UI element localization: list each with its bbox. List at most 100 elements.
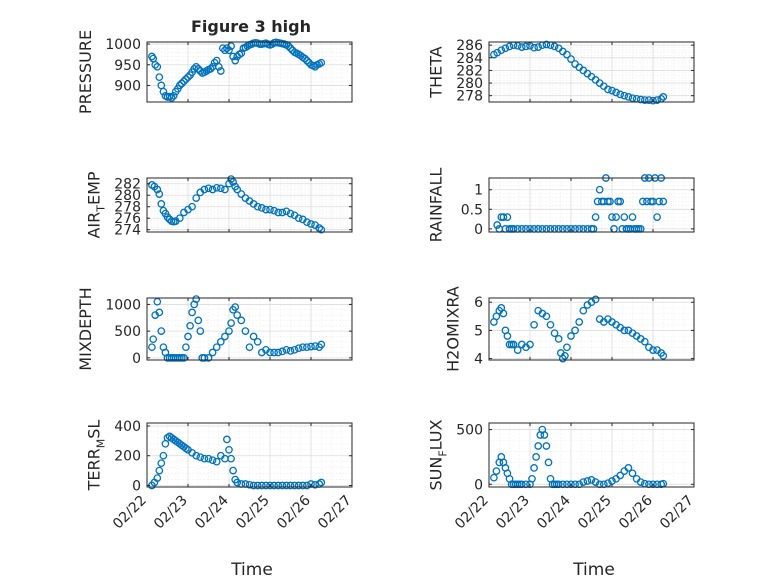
data-point [253, 481, 262, 490]
data-point [233, 185, 242, 194]
data-point [214, 62, 223, 71]
data-point [298, 481, 307, 490]
data-point [257, 481, 266, 490]
data-point [286, 209, 295, 218]
data-point [653, 96, 661, 104]
data-point [550, 42, 559, 51]
data-point [528, 474, 536, 483]
y-tick-label: 0.5 [461, 202, 483, 218]
data-point [530, 320, 538, 329]
data-point [636, 478, 645, 486]
data-point [550, 329, 559, 338]
y-tick-label: 400 [114, 419, 141, 435]
data-point [188, 308, 196, 317]
data-point [216, 184, 225, 193]
x-tick-label: 02/27 [315, 493, 355, 533]
data-point [188, 202, 196, 211]
data-point [544, 458, 553, 467]
data-point [225, 327, 233, 335]
y-axis-label: THETA [427, 46, 446, 98]
x-tick-label: 02/22 [452, 493, 492, 533]
data-point [221, 185, 229, 194]
x-tick-label: 02/23 [493, 493, 533, 533]
data-point [503, 213, 512, 221]
data-point [301, 54, 309, 63]
data-point [200, 454, 209, 463]
data-point [628, 213, 637, 221]
data-point [151, 60, 160, 69]
data-point [282, 345, 291, 354]
data-point [231, 303, 240, 311]
axes-box [488, 422, 695, 488]
y-tick-label: 500 [114, 324, 141, 340]
data-point [231, 56, 240, 65]
data-point [182, 75, 190, 84]
data-point [655, 197, 663, 206]
data-point [509, 340, 518, 349]
y-tick-label: 500 [456, 423, 483, 439]
data-point [606, 197, 614, 206]
data-point [194, 65, 203, 73]
data-point [227, 319, 235, 327]
data-point [221, 332, 229, 341]
data-point [278, 208, 287, 217]
data-point [294, 481, 303, 490]
data-point [262, 481, 270, 490]
data-point [180, 354, 188, 362]
data-point [583, 477, 592, 485]
data-point [317, 225, 326, 234]
x-tick-label: 02/22 [110, 493, 150, 533]
data-point [157, 327, 166, 335]
data-point [620, 326, 629, 335]
data-point [503, 332, 512, 340]
data-point [206, 65, 215, 73]
y-axis-label: RAINFALL [427, 168, 446, 243]
data-point [534, 442, 543, 450]
data-point [554, 335, 563, 343]
data-point [229, 178, 237, 186]
data-point [540, 431, 549, 439]
data-point [192, 451, 201, 460]
data-point [640, 96, 649, 104]
data-point [317, 58, 326, 67]
data-point [616, 90, 625, 99]
data-point [534, 43, 543, 51]
data-point [526, 340, 534, 349]
y-tick-label: 276 [114, 211, 141, 227]
data-point [499, 213, 508, 221]
data-point [227, 42, 235, 50]
data-point [542, 312, 551, 321]
axes-box [488, 177, 695, 233]
y-tick-label: 1000 [105, 297, 141, 313]
data-point [624, 93, 633, 101]
data-point [223, 44, 231, 53]
data-point [567, 332, 575, 340]
data-point [563, 50, 571, 59]
data-point [212, 343, 221, 352]
data-point [184, 73, 192, 82]
data-point [591, 213, 600, 221]
data-point [184, 332, 192, 341]
data-point [200, 354, 209, 362]
data-point [612, 213, 620, 221]
y-tick-label: 900 [114, 78, 141, 94]
data-point [253, 337, 262, 346]
data-point [278, 481, 287, 490]
y-tick-label: 0 [132, 479, 141, 495]
data-point [315, 224, 324, 232]
x-tick-label: 02/26 [274, 492, 314, 532]
data-point [229, 466, 237, 475]
data-point [153, 474, 162, 482]
data-point [216, 337, 225, 346]
data-point [303, 56, 311, 65]
data-point [649, 346, 657, 354]
data-point [159, 451, 168, 460]
figure-title: Figure 3 high [191, 17, 311, 36]
data-point [253, 202, 262, 211]
data-point [575, 318, 584, 326]
data-point [513, 41, 522, 50]
data-point [157, 459, 166, 468]
y-tick-label: 0 [474, 477, 483, 493]
